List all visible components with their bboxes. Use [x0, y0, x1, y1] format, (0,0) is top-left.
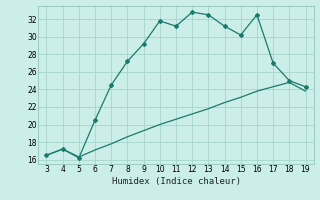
X-axis label: Humidex (Indice chaleur): Humidex (Indice chaleur) [111, 177, 241, 186]
